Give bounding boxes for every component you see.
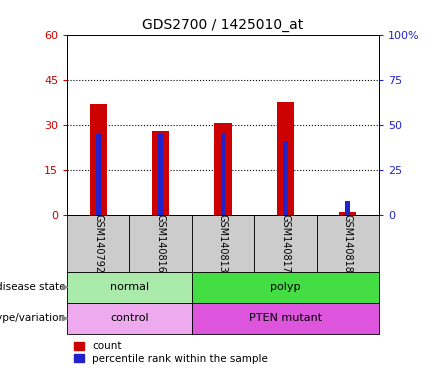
Bar bbox=[220, 134, 226, 215]
Bar bbox=[345, 201, 350, 215]
Bar bbox=[192, 303, 379, 334]
Bar bbox=[67, 303, 192, 334]
Title: GDS2700 / 1425010_at: GDS2700 / 1425010_at bbox=[142, 18, 304, 32]
Bar bbox=[254, 215, 317, 272]
Text: GSM140818: GSM140818 bbox=[343, 214, 353, 273]
Bar bbox=[283, 141, 288, 215]
Text: GSM140792: GSM140792 bbox=[93, 214, 103, 273]
Bar bbox=[192, 272, 379, 303]
Text: control: control bbox=[110, 313, 149, 323]
Bar bbox=[277, 103, 294, 215]
Bar bbox=[152, 131, 169, 215]
Text: PTEN mutant: PTEN mutant bbox=[249, 313, 322, 323]
Text: polyp: polyp bbox=[270, 282, 301, 292]
Bar bbox=[158, 134, 163, 215]
Text: normal: normal bbox=[110, 282, 149, 292]
Bar bbox=[214, 123, 232, 215]
Bar bbox=[192, 215, 254, 272]
Text: GSM140813: GSM140813 bbox=[218, 214, 228, 273]
Bar bbox=[90, 104, 107, 215]
Bar bbox=[339, 212, 356, 215]
Text: GSM140816: GSM140816 bbox=[155, 214, 166, 273]
Text: disease state: disease state bbox=[0, 282, 66, 292]
Bar bbox=[129, 215, 192, 272]
Text: GSM140817: GSM140817 bbox=[280, 214, 291, 273]
Legend: count, percentile rank within the sample: count, percentile rank within the sample bbox=[72, 339, 270, 366]
Text: genotype/variation: genotype/variation bbox=[0, 313, 66, 323]
Bar bbox=[67, 215, 129, 272]
Bar bbox=[96, 134, 101, 215]
Bar bbox=[67, 272, 192, 303]
Bar bbox=[317, 215, 379, 272]
